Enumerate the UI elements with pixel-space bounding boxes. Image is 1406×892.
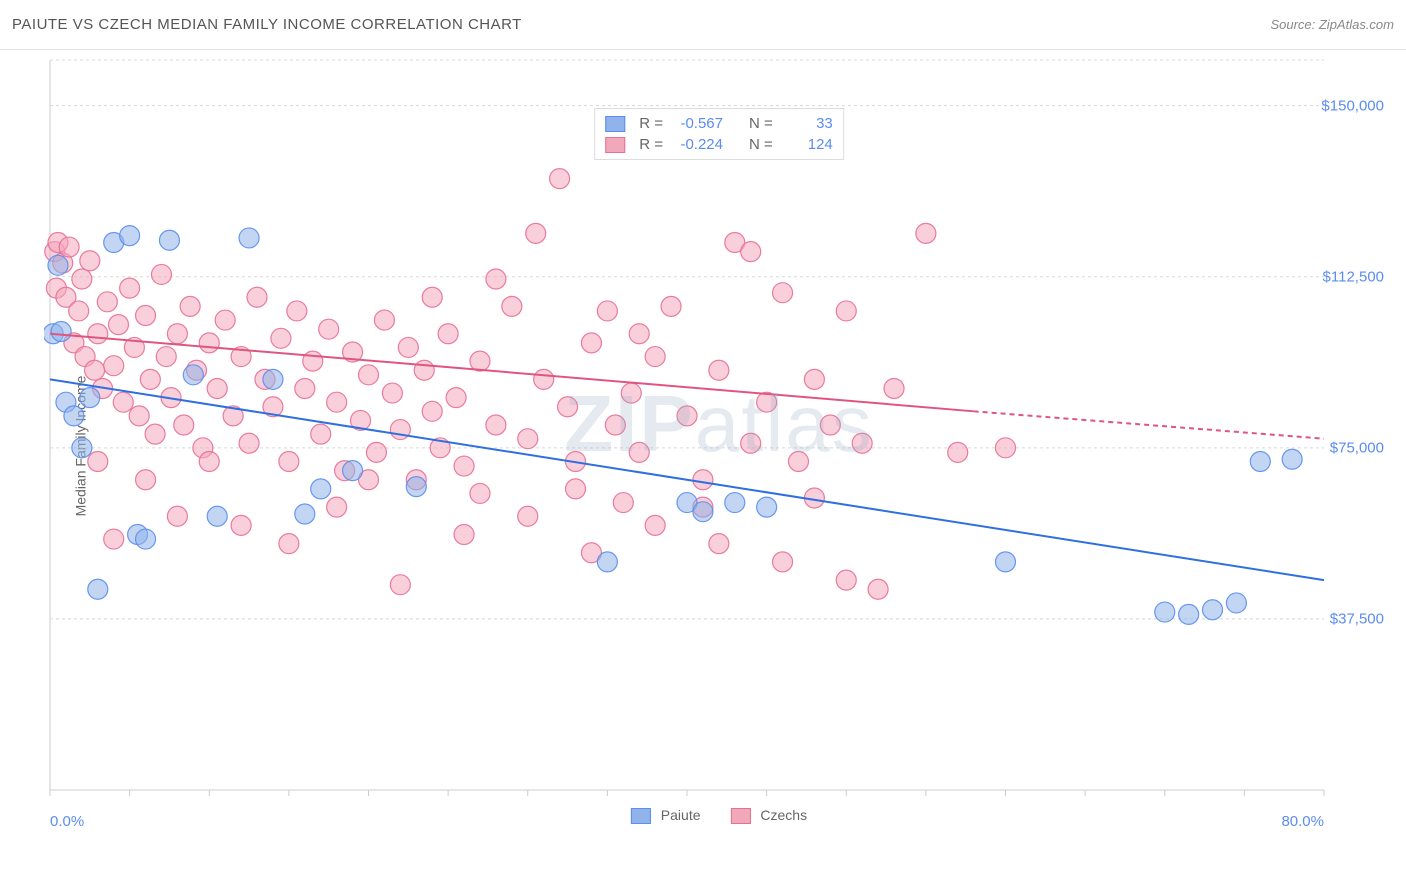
- czechs-n-value: 124: [781, 136, 833, 153]
- correlation-legend: R = -0.567 N = 33 R = -0.224 N = 124: [594, 108, 844, 160]
- legend-row-paiute: R = -0.567 N = 33: [605, 113, 833, 134]
- y-tick-label: $37,500: [1330, 610, 1384, 627]
- chart-header: PAIUTE VS CZECH MEDIAN FAMILY INCOME COR…: [0, 0, 1406, 50]
- legend-label-czechs: Czechs: [760, 807, 807, 823]
- paiute-n-value: 33: [781, 115, 833, 132]
- legend-swatch-czechs: [605, 137, 625, 153]
- legend-swatch-czechs-bottom: [731, 808, 751, 824]
- x-tick-label: 0.0%: [50, 813, 84, 830]
- n-label-2: N =: [749, 136, 773, 153]
- source-prefix: Source:: [1270, 17, 1318, 32]
- series-legend: Paiute Czechs: [631, 807, 807, 824]
- x-tick-label: 80.0%: [1274, 813, 1324, 830]
- chart-title: PAIUTE VS CZECH MEDIAN FAMILY INCOME COR…: [12, 16, 522, 33]
- legend-item-czechs: Czechs: [731, 807, 808, 824]
- legend-item-paiute: Paiute: [631, 807, 701, 824]
- r-label-2: R =: [639, 136, 663, 153]
- legend-swatch-paiute: [605, 116, 625, 132]
- scatter-plot-svg: [44, 50, 1394, 830]
- chart-source: Source: ZipAtlas.com: [1270, 17, 1394, 32]
- legend-row-czechs: R = -0.224 N = 124: [605, 134, 833, 155]
- paiute-r-value: -0.567: [671, 115, 723, 132]
- plot-area: ZIPatlas R = -0.567 N = 33 R = -0.224 N …: [44, 50, 1394, 830]
- y-tick-label: $150,000: [1321, 97, 1384, 114]
- n-label: N =: [749, 115, 773, 132]
- r-label: R =: [639, 115, 663, 132]
- legend-swatch-paiute-bottom: [631, 808, 651, 824]
- legend-label-paiute: Paiute: [661, 807, 701, 823]
- czechs-r-value: -0.224: [671, 136, 723, 153]
- y-tick-label: $75,000: [1330, 439, 1384, 456]
- y-tick-label: $112,500: [1323, 268, 1384, 285]
- source-name: ZipAtlas.com: [1319, 17, 1394, 32]
